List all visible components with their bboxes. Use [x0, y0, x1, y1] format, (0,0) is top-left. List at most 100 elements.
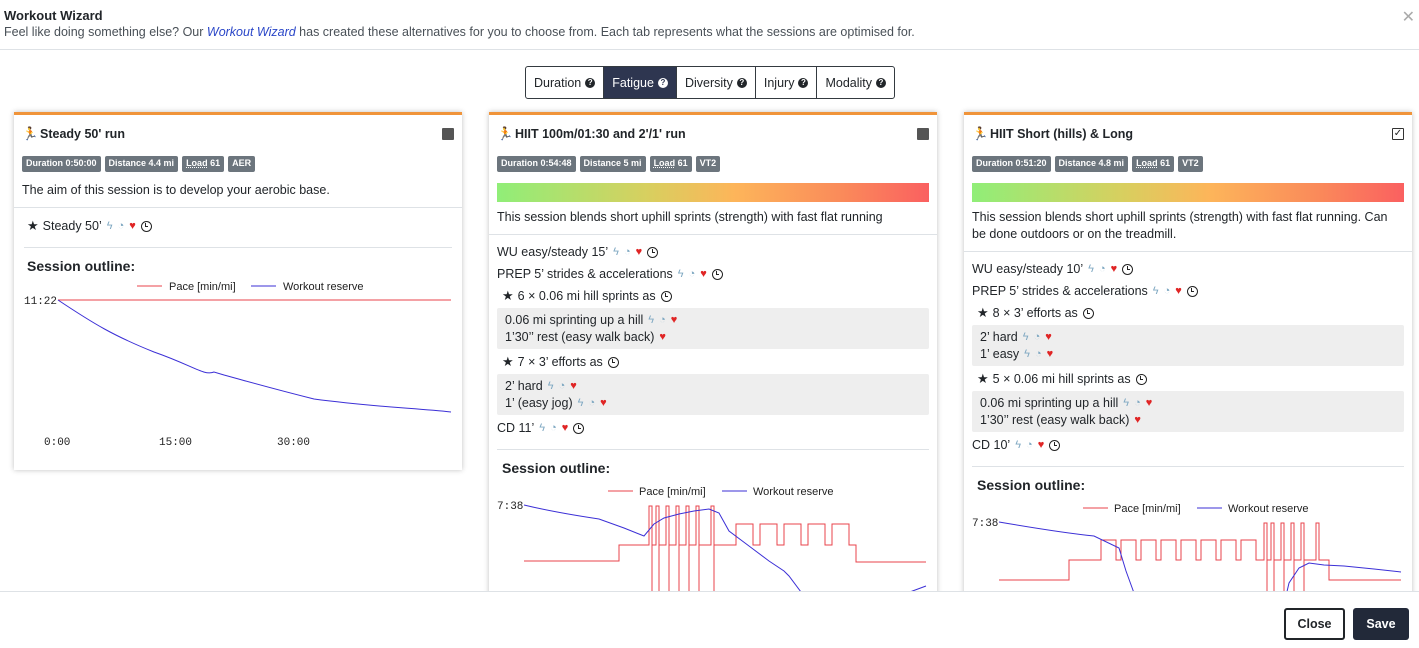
distance-badge: Distance 4.4 mi	[104, 156, 179, 172]
step-label: 5 × 0.06 mi hill sprints as	[992, 372, 1131, 386]
subtitle-text-start: Feel like doing something else? Our	[4, 25, 207, 39]
gauge-icon: ◔	[624, 246, 631, 258]
question-circle-icon[interactable]: ?	[798, 77, 809, 88]
modal-subtitle: Feel like doing something else? Our Work…	[4, 25, 915, 39]
load-label: Load	[653, 158, 676, 168]
question-circle-icon[interactable]: ?	[876, 77, 886, 88]
save-button[interactable]: Save	[1353, 608, 1409, 640]
badge-row: Duration 0:51:20 Distance 4.8 mi Load 61…	[964, 156, 1412, 172]
load-badge[interactable]: Load 61	[1132, 156, 1175, 172]
step-label: CD 10’	[972, 438, 1011, 452]
bolt-icon: ϟ	[1015, 439, 1022, 451]
heart-icon: ♥	[1175, 285, 1182, 297]
gauge-icon: ◔	[1099, 263, 1106, 275]
gauge-icon: ◔	[1134, 396, 1141, 409]
reserve-line	[57, 299, 452, 413]
legend-pace-label: Pace [min/mi]	[169, 281, 236, 293]
step-item: PREP 5’ strides & accelerations ϟ ◔ ♥	[972, 280, 1404, 302]
bolt-icon: ϟ	[613, 246, 619, 258]
card-title: Steady 50' run	[40, 127, 125, 141]
session-steps: ★ Steady 50’ ϟ ◔ ♥	[14, 208, 462, 237]
step-item: 1’ (easy jog) ϟ ◔ ♥	[505, 395, 921, 413]
tab-duration[interactable]: Duration?	[526, 67, 605, 98]
tab-modality[interactable]: Modality?	[817, 67, 894, 98]
bolt-icon: ϟ	[539, 422, 546, 434]
tab-fatigue[interactable]: Fatigue?	[604, 67, 677, 98]
divider	[24, 247, 452, 248]
step-label: CD 11’	[497, 421, 535, 435]
session-card[interactable]: 🏃 HIIT 100m/01:30 and 2'/1' run Duration…	[489, 112, 937, 632]
step-label: WU easy/steady 15’	[497, 245, 609, 259]
clock-icon	[1186, 285, 1198, 297]
outline-title: Session outline:	[977, 477, 1086, 493]
load-value: 61	[1160, 158, 1171, 168]
session-description: This session blends short uphill sprints…	[489, 202, 937, 235]
select-checkbox[interactable]	[442, 128, 454, 140]
zone-badge: VT2	[695, 156, 721, 172]
session-outline-chart: Pace [min/mi] Workout reserve 7:38	[497, 486, 927, 596]
close-button[interactable]: Close	[1284, 608, 1345, 640]
step-item: 0.06 mi sprinting up a hill ϟ ◔ ♥	[980, 394, 1396, 412]
step-label: 1’ (easy jog)	[505, 396, 573, 411]
heart-icon: ♥	[1134, 414, 1141, 427]
session-card[interactable]: 🏃 HIIT Short (hills) & Long ✓ Duration 0…	[964, 112, 1412, 632]
tab-injury[interactable]: Injury?	[756, 67, 818, 98]
star-icon: ★	[27, 218, 39, 233]
star-icon: ★	[977, 371, 989, 386]
gauge-icon: ◔	[1034, 348, 1042, 361]
step-label: 1’ easy	[980, 347, 1020, 362]
gauge-icon: ◔	[550, 422, 557, 434]
step-item: 1’30’’ rest (easy walk back) ♥	[505, 329, 921, 347]
x-tick-label: 0:00	[44, 437, 70, 449]
tab-diversity[interactable]: Diversity?	[677, 67, 756, 98]
clock-icon	[607, 356, 619, 368]
question-circle-icon[interactable]: ?	[736, 77, 747, 88]
distance-badge: Distance 5 mi	[579, 156, 646, 172]
session-card[interactable]: 🏃 Steady 50' run Duration 0:50:00 Distan…	[14, 112, 462, 470]
step-item: CD 10’ ϟ ◔ ♥	[972, 434, 1404, 456]
step-item: 2’ hard ϟ ◔ ♥	[505, 377, 921, 395]
load-badge[interactable]: Load 61	[649, 156, 692, 172]
subtitle-highlight: Workout Wizard	[206, 25, 296, 39]
running-icon: 🏃	[22, 126, 39, 141]
gauge-icon: ◔	[588, 397, 596, 410]
heart-icon: ♥	[1037, 439, 1045, 451]
legend-pace-label: Pace [min/mi]	[1114, 503, 1181, 515]
heart-icon: ♥	[129, 220, 136, 232]
select-checkbox[interactable]	[917, 128, 929, 140]
badge-row: Duration 0:54:48 Distance 5 mi Load 61 V…	[489, 156, 937, 172]
step-label: 6 × 0.06 mi hill sprints as	[517, 289, 656, 303]
question-circle-icon[interactable]: ?	[585, 77, 596, 88]
step-label: Steady 50’	[42, 219, 102, 233]
step-item: ★ 6 × 0.06 mi hill sprints as	[497, 285, 929, 307]
step-label: PREP 5’ strides & accelerations	[497, 267, 673, 281]
badge-row: Duration 0:50:00 Distance 4.4 mi Load 61…	[14, 156, 462, 172]
divider	[972, 466, 1404, 467]
question-circle-icon[interactable]: ?	[657, 77, 668, 88]
select-checkbox[interactable]: ✓	[1392, 128, 1404, 140]
heart-icon: ♥	[635, 246, 643, 258]
gauge-icon: ◔	[1026, 439, 1033, 451]
bolt-icon: ϟ	[648, 313, 655, 326]
step-label: 0.06 mi sprinting up a hill	[980, 395, 1119, 410]
close-icon[interactable]: ✕	[1401, 9, 1415, 26]
duration-badge: Duration 0:54:48	[497, 156, 576, 172]
legend-pace-label: Pace [min/mi]	[639, 486, 706, 498]
y-tick-label: 7:38	[972, 518, 998, 530]
zone-badge: VT2	[1178, 156, 1203, 172]
step-label: WU easy/steady 10’	[972, 262, 1084, 276]
running-icon: 🏃	[972, 126, 989, 141]
step-label: 2’ hard	[505, 378, 543, 393]
bolt-icon: ϟ	[677, 268, 684, 280]
y-tick-label: 7:38	[497, 501, 523, 513]
clock-icon	[647, 246, 659, 258]
clock-icon	[1122, 263, 1134, 275]
legend-reserve-label: Workout reserve	[283, 281, 364, 293]
load-badge[interactable]: Load 61	[182, 156, 225, 172]
step-item: WU easy/steady 10’ ϟ ◔ ♥	[972, 258, 1404, 280]
load-value: 61	[210, 158, 221, 168]
interval-block: 2’ hard ϟ ◔ ♥ 1’ (easy jog) ϟ ◔ ♥	[497, 374, 929, 415]
heart-icon: ♥	[659, 331, 666, 344]
modal-header: Workout Wizard Feel like doing something…	[0, 0, 1419, 50]
step-item: ★ 7 × 3’ efforts as	[497, 351, 929, 373]
